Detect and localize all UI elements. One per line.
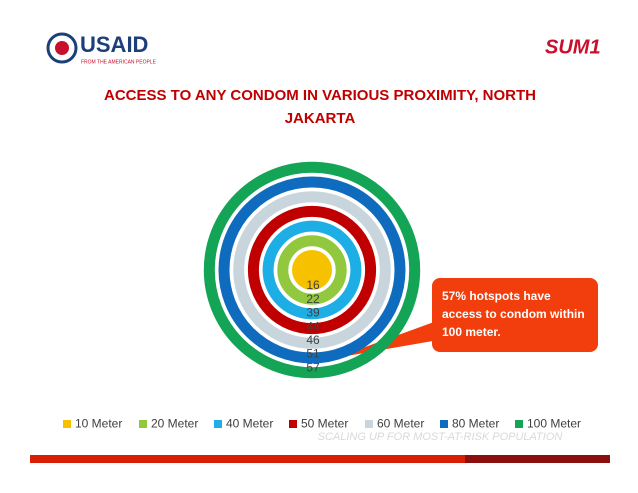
footer: SCALING UP FOR MOST-AT-RISK POPULATION	[318, 431, 563, 443]
callout: 57% hotspots have access to condom withi…	[432, 278, 598, 352]
legend-swatch	[214, 420, 222, 428]
footer-bar	[30, 455, 610, 463]
legend-label: 20 Meter	[151, 417, 198, 431]
legend-label: 50 Meter	[301, 417, 348, 431]
legend-label: 100 Meter	[527, 417, 581, 431]
seal-center	[55, 41, 69, 55]
legend-swatch	[440, 420, 448, 428]
ring	[203, 161, 421, 379]
legend-swatch	[515, 420, 523, 428]
data-label: 39	[306, 306, 320, 320]
logo-tagline: FROM THE AMERICAN PEOPLE	[81, 59, 157, 65]
legend-swatch	[63, 420, 71, 428]
legend-swatch	[139, 420, 147, 428]
logo-right: SUM1	[545, 36, 601, 58]
ring	[233, 191, 391, 349]
data-label: 22	[306, 292, 320, 306]
legend-label: 60 Meter	[377, 417, 424, 431]
footer-bar-dark	[465, 455, 610, 463]
ring	[277, 235, 347, 305]
ring	[262, 220, 362, 320]
chart-title: ACCESS TO ANY CONDOM IN VARIOUS PROXIMIT…	[104, 87, 536, 127]
legend-swatch	[365, 420, 373, 428]
ring	[247, 205, 377, 335]
logo-left: USAID	[80, 32, 148, 57]
legend-label: 10 Meter	[75, 417, 122, 431]
legend-label: 80 Meter	[452, 417, 499, 431]
data-label: 16	[306, 278, 320, 292]
ring	[218, 176, 406, 364]
data-label: 46	[306, 333, 320, 347]
data-label: 44	[306, 319, 320, 333]
legend-swatch	[289, 420, 297, 428]
data-label: 51	[306, 347, 320, 361]
legend-label: 40 Meter	[226, 417, 273, 431]
data-label: 57	[306, 360, 320, 374]
ring	[292, 250, 332, 290]
